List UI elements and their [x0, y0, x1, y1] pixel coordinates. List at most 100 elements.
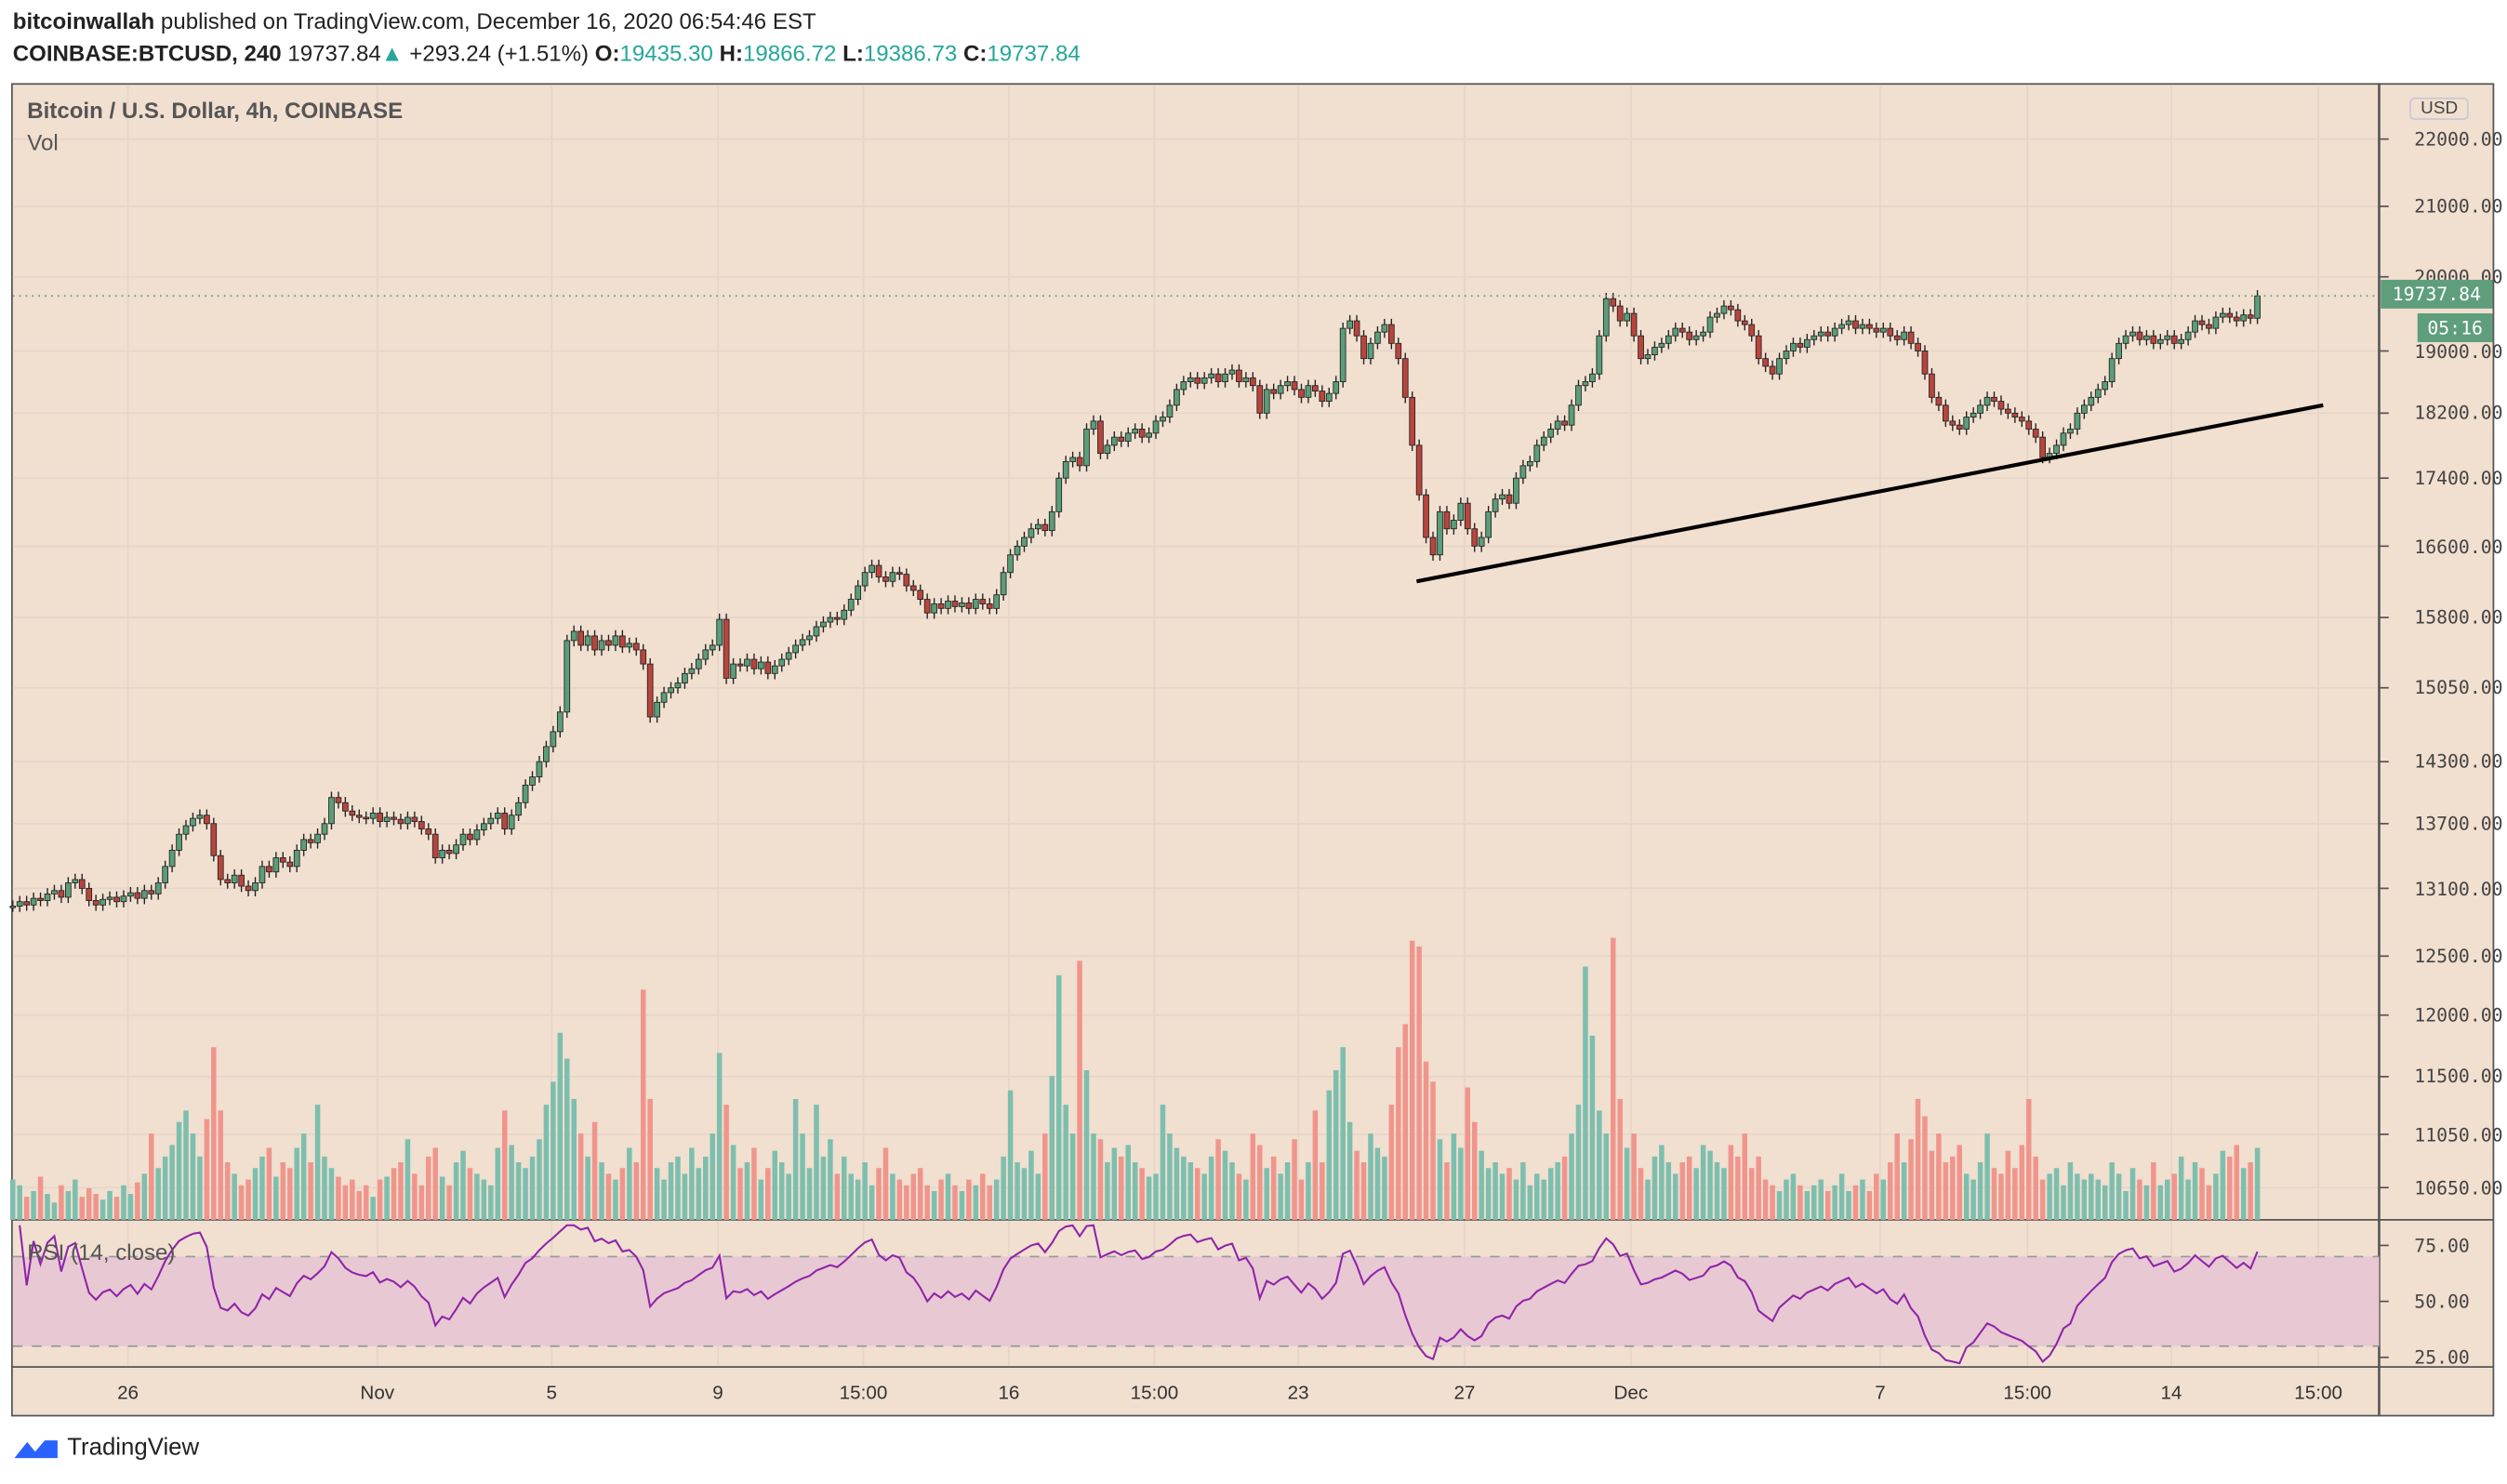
candle-body — [654, 701, 660, 718]
candle-body — [855, 585, 862, 601]
candle-body — [903, 574, 910, 587]
volume-bar — [1852, 1185, 1859, 1220]
tradingview-logo[interactable]: TradingView — [13, 1434, 200, 1462]
volume-bar — [1638, 1168, 1644, 1220]
candle-body — [2192, 320, 2198, 333]
candle-body — [1451, 520, 1457, 530]
volume-bar — [786, 1173, 791, 1220]
candle-body — [1831, 327, 1838, 337]
volume-bar — [1520, 1162, 1526, 1220]
volume-bar — [1354, 1150, 1360, 1220]
candle-body — [1589, 373, 1596, 382]
volume-bar — [1458, 1147, 1464, 1220]
candle-body — [1152, 420, 1160, 434]
candle-body — [1582, 381, 1589, 387]
volume-bar — [1998, 1173, 2004, 1220]
candle-body — [1644, 354, 1651, 360]
volume-bar — [1139, 1168, 1145, 1220]
volume-bar — [2047, 1173, 2052, 1220]
volume-bar — [204, 1119, 210, 1220]
candle-body — [1367, 342, 1374, 360]
volume-bar — [10, 1179, 16, 1220]
volume-bar — [1069, 1133, 1076, 1220]
volume-bar — [661, 1179, 667, 1220]
candle-body — [459, 833, 467, 846]
volume-bar — [149, 1133, 154, 1220]
volume-bar — [723, 1105, 729, 1220]
volume-bar — [1762, 1179, 1769, 1220]
volume-bar — [1797, 1185, 1803, 1220]
volume-bar — [2039, 1179, 2046, 1220]
time-tick-label: 26 — [117, 1381, 139, 1404]
author[interactable]: bitcoinwallah — [12, 7, 155, 34]
time-tick-label: 23 — [1287, 1381, 1309, 1404]
volume-bar — [398, 1162, 404, 1220]
candle-body — [1146, 432, 1152, 438]
candle-body — [2018, 417, 2025, 422]
candle-body — [1547, 429, 1555, 438]
candle-body — [418, 821, 425, 829]
volume-bar — [1748, 1168, 1755, 1220]
volume-bar — [169, 1145, 175, 1220]
candle-body — [1658, 342, 1665, 348]
candle-body — [598, 640, 605, 651]
candle-body — [2206, 324, 2212, 329]
candle-body — [1325, 392, 1333, 402]
candle-body — [2136, 331, 2143, 340]
volume-bar — [529, 1156, 536, 1220]
volume-bar — [1063, 1105, 1068, 1220]
volume-bar — [2061, 1185, 2066, 1220]
candle-body — [1630, 312, 1638, 337]
candle-body — [23, 901, 31, 906]
candle-body — [1242, 377, 1250, 382]
volume-bar — [1569, 1133, 1574, 1220]
candle-body — [1935, 396, 1943, 406]
volume-bar — [564, 1058, 570, 1220]
candle-body — [1381, 324, 1388, 333]
candle-body — [750, 658, 758, 669]
currency-badge[interactable]: USD — [2409, 97, 2470, 120]
candle-body — [1339, 327, 1346, 382]
candle-body — [1097, 420, 1104, 455]
candle-body — [65, 882, 72, 898]
volume-bar — [1894, 1133, 1900, 1220]
volume-bar — [1236, 1173, 1242, 1220]
candle-body — [1284, 381, 1291, 387]
candle-body — [1437, 510, 1443, 556]
volume-bar — [1534, 1173, 1540, 1220]
volume-bar — [418, 1185, 425, 1220]
volume-bar — [2123, 1190, 2129, 1220]
candle-body — [785, 652, 792, 660]
candle-body — [1228, 369, 1236, 375]
candle-body — [1728, 305, 1734, 311]
candle-body — [1907, 331, 1915, 344]
volume-bar — [300, 1133, 307, 1220]
candle-body — [106, 896, 113, 900]
candle-body — [120, 895, 127, 903]
candle-body — [1166, 404, 1174, 418]
volume-bar — [1243, 1179, 1249, 1220]
candle-body — [1790, 342, 1797, 351]
candle-body — [709, 644, 716, 651]
volume-bar — [1264, 1168, 1269, 1220]
brand-name: TradingView — [67, 1434, 200, 1462]
volume-bar — [627, 1147, 632, 1220]
chart-legend-title: Bitcoin / U.S. Dollar, 4h, COINBASE — [27, 97, 404, 124]
candle-body — [140, 890, 148, 899]
candle-body — [1138, 429, 1146, 438]
candle-body — [445, 849, 453, 855]
candle-body — [1575, 385, 1582, 406]
volume-bar — [1388, 1105, 1395, 1220]
candle-body — [1014, 545, 1021, 556]
volume-bar — [1153, 1173, 1159, 1220]
publish-text: published on TradingView.com, December 1… — [160, 7, 816, 34]
candle-body — [2233, 316, 2240, 322]
time-tick-label: 7 — [1875, 1381, 1886, 1404]
volume-bar — [259, 1156, 265, 1220]
volume-bar — [2192, 1162, 2198, 1220]
candle-body — [467, 833, 473, 841]
candle-body — [1596, 335, 1603, 375]
volume-bar — [113, 1197, 120, 1220]
volume-bar — [1346, 1121, 1353, 1220]
